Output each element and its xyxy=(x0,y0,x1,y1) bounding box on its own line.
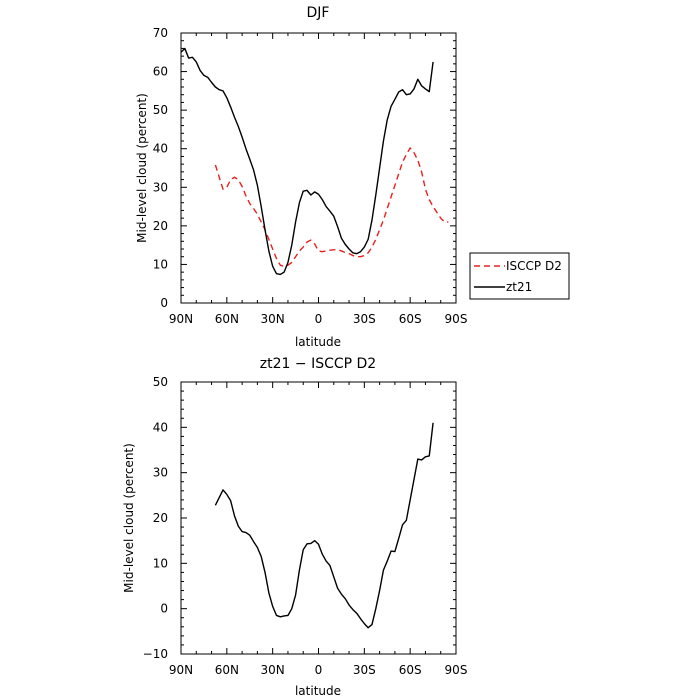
x-tick-label: 60N xyxy=(215,312,239,326)
y-tick-label: 50 xyxy=(153,103,168,117)
bottom-panel-title: zt21 − ISCCP D2 xyxy=(260,356,376,372)
x-tick-label: 90N xyxy=(169,312,193,326)
x-tick-label: 60S xyxy=(399,663,422,677)
legend: ISCCP D2 zt21 xyxy=(469,252,570,300)
y-tick-label: 30 xyxy=(153,466,168,480)
legend-box xyxy=(469,252,570,300)
top-panel-x-axis-label: latitude xyxy=(295,335,341,349)
legend-label-zt21: zt21 xyxy=(506,280,532,294)
bottom-panel: zt21 − ISCCP D2 90N 60N 30N 0 30S 60S 90S −10 0… xyxy=(122,356,467,698)
x-tick-label: 60S xyxy=(399,312,422,326)
legend-label-isccp: ISCCP D2 xyxy=(506,259,562,273)
top-panel: DJF 90N 60N 30N 0 30S 60S 90S 010203040506070 … xyxy=(135,5,467,349)
bottom-panel-y-tick-labels: −10 0 10 20 30 40 50 xyxy=(143,375,168,661)
y-tick-label: 50 xyxy=(153,375,168,389)
x-tick-label: 0 xyxy=(315,663,323,677)
y-tick-label: 60 xyxy=(153,65,168,79)
y-tick-label: 20 xyxy=(153,219,168,233)
top-panel-y-tick-labels: 0 10 20 30 40 50 60 70 xyxy=(153,26,168,310)
x-tick-label: 90N xyxy=(169,663,193,677)
y-tick-label: 30 xyxy=(153,180,168,194)
bottom-panel-x-axis-label: latitude xyxy=(295,684,341,698)
y-tick-label: 0 xyxy=(160,602,168,616)
bottom-panel-ticks xyxy=(180,381,457,655)
series-line-isccp-d2 xyxy=(214,147,449,268)
y-tick-label: 40 xyxy=(153,142,168,156)
y-tick-label: −10 xyxy=(143,647,168,661)
x-tick-label: 30N xyxy=(261,663,285,677)
bottom-panel-lines xyxy=(214,422,434,629)
bottom-panel-x-tick-labels: 90N 60N 30N 0 30S 60S 90S xyxy=(169,663,468,677)
bottom-panel-frame xyxy=(180,381,457,655)
top-panel-ticks xyxy=(180,32,457,304)
x-tick-label: 60N xyxy=(215,663,239,677)
top-panel-lines xyxy=(180,47,449,276)
y-tick-label: 0 xyxy=(160,296,168,310)
top-panel-y-axis-label: Mid-level cloud (percent) xyxy=(135,93,149,243)
x-tick-label: 0 xyxy=(315,312,323,326)
x-tick-label: 90S xyxy=(445,663,468,677)
bottom-panel-y-axis-label: Mid-level cloud (percent) xyxy=(122,443,136,593)
y-tick-label: 70 xyxy=(153,26,168,40)
y-tick-label: 10 xyxy=(153,556,168,570)
y-tick-label: 40 xyxy=(153,420,168,434)
top-panel-title: DJF xyxy=(307,5,330,21)
x-tick-label: 90S xyxy=(445,312,468,326)
x-tick-label: 30S xyxy=(353,663,376,677)
y-tick-label: 10 xyxy=(153,257,168,271)
series-line-zt21 xyxy=(180,47,434,276)
series-line-diff-0 xyxy=(214,422,434,629)
x-tick-label: 30N xyxy=(261,312,285,326)
y-tick-label: 20 xyxy=(153,511,168,525)
top-panel-x-tick-labels: 90N 60N 30N 0 30S 60S 90S xyxy=(169,312,468,326)
x-tick-label: 30S xyxy=(353,312,376,326)
top-panel-frame xyxy=(180,32,457,304)
